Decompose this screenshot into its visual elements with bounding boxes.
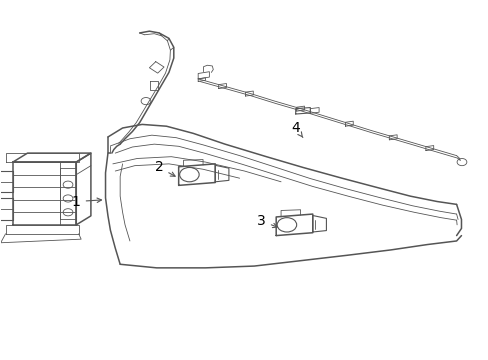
Text: 2: 2 [155, 161, 175, 176]
Text: 1: 1 [72, 194, 102, 208]
Text: 4: 4 [291, 121, 302, 138]
Text: 3: 3 [257, 214, 277, 228]
